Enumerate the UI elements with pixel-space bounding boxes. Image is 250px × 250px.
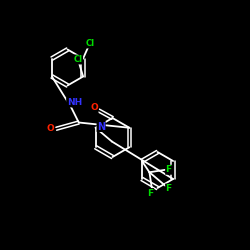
- Text: O: O: [90, 104, 98, 112]
- Text: F: F: [148, 188, 154, 198]
- Text: Cl: Cl: [86, 39, 95, 48]
- Text: N: N: [97, 122, 105, 132]
- Text: O: O: [47, 124, 54, 133]
- Text: NH: NH: [66, 98, 82, 107]
- Text: F: F: [166, 165, 172, 174]
- Text: Cl: Cl: [74, 55, 83, 64]
- Text: F: F: [166, 184, 172, 193]
